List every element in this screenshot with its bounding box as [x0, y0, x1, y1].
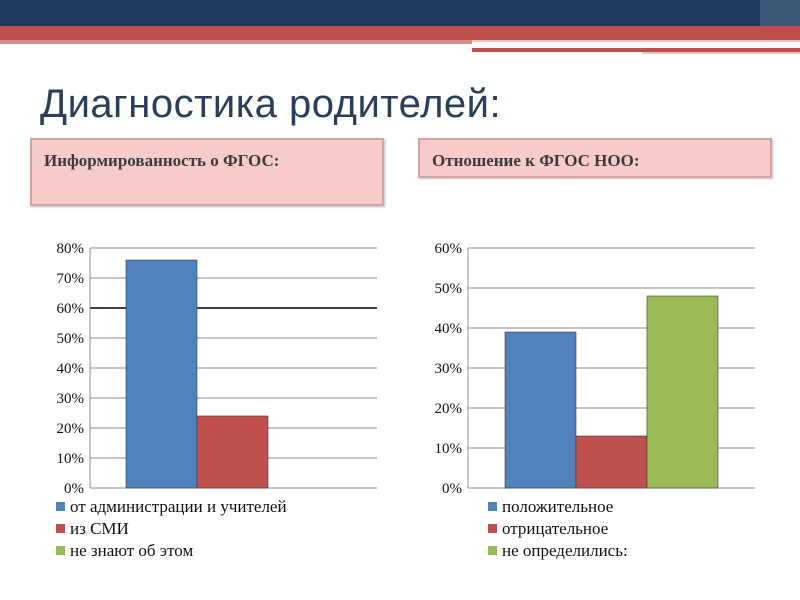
chart2-bar-3	[646, 295, 719, 489]
chart2-legend-label: не определились:	[502, 541, 628, 560]
page-title: Диагностика родителей:	[40, 82, 502, 126]
chart1-legend-swatch	[56, 524, 65, 533]
chart1-tick-label: 80%	[57, 241, 85, 257]
chart2-legend-swatch	[488, 546, 497, 555]
chart1-tick-label: 40%	[57, 361, 85, 377]
header-thin-stripe-2	[472, 48, 800, 52]
left-chart-caption: Информированность о ФГОС:	[30, 138, 384, 206]
chart1-tick-label: 0%	[64, 481, 84, 497]
header-thin-stripe-3	[642, 52, 800, 54]
chart2-tick-label: 30%	[435, 361, 463, 377]
header-navy-cap	[760, 0, 800, 26]
chart1-legend-label: не знают об этом	[70, 541, 193, 560]
chart2-tick-label: 0%	[442, 481, 462, 497]
chart2-tick-label: 40%	[435, 321, 463, 337]
chart2-legend-swatch	[488, 524, 497, 533]
chart2-tick-label: 60%	[435, 241, 463, 257]
chart2-bar-1	[504, 331, 577, 489]
chart1-tick-label: 50%	[57, 331, 85, 347]
header-red-stripe	[0, 40, 472, 44]
chart1-legend-swatch	[56, 502, 65, 511]
chart1-bar-2	[196, 415, 269, 489]
chart1-tick-label: 60%	[57, 301, 85, 317]
chart2-tick-label: 10%	[435, 441, 463, 457]
chart2-bar-2	[575, 435, 648, 489]
chart1-legend-label: от администрации и учителей	[70, 497, 287, 516]
chart2-legend-label: положительное	[502, 497, 613, 516]
chart1-tick-label: 30%	[57, 391, 85, 407]
chart2-legend-label: отрицательное	[502, 519, 608, 538]
header-thin-stripe-1	[472, 40, 800, 42]
header-navy-bar	[0, 0, 800, 26]
chart1-tick-label: 20%	[57, 421, 85, 437]
chart1-bar-1	[125, 259, 198, 489]
header-red-bar	[0, 26, 800, 40]
chart2-tick-label: 20%	[435, 401, 463, 417]
chart1-legend-swatch	[56, 546, 65, 555]
chart2-legend-swatch	[488, 502, 497, 511]
right-chart-caption: Отношение к ФГОС НОО:	[418, 138, 772, 178]
chart1-tick-label: 10%	[57, 451, 85, 467]
chart1-tick-label: 70%	[57, 271, 85, 287]
chart2-tick-label: 50%	[435, 281, 463, 297]
chart1-legend-label: из СМИ	[70, 519, 129, 538]
